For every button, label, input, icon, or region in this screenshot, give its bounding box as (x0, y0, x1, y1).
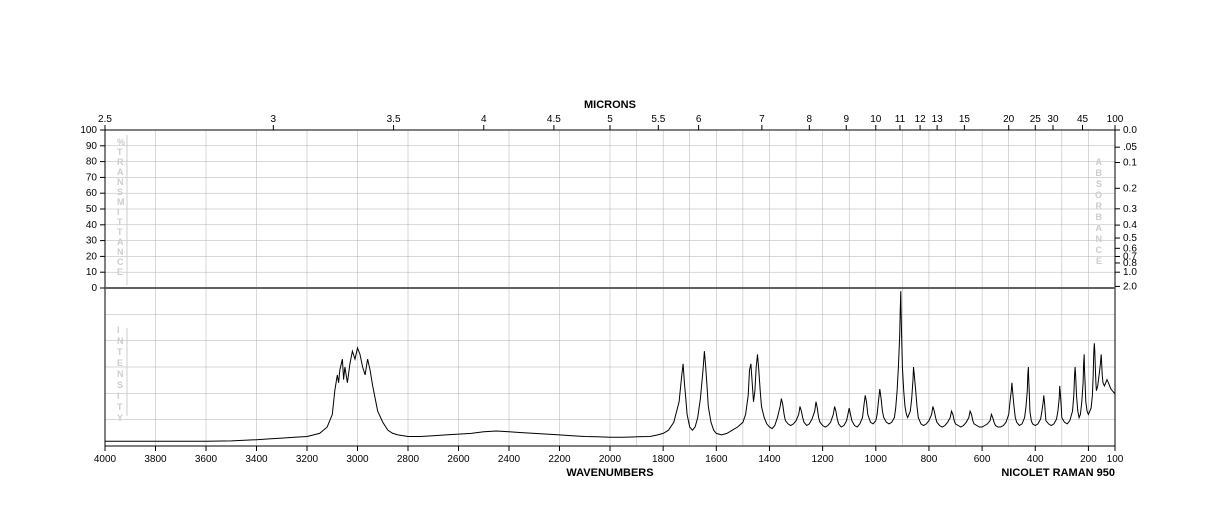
axis-vertical-label: N (117, 369, 125, 379)
axis-vertical-label: N (1096, 234, 1104, 244)
axis-vertical-label: R (1096, 201, 1104, 211)
micron-tick: 9 (843, 114, 849, 125)
micron-tick: 4 (481, 114, 487, 125)
micron-tick: 10 (870, 114, 882, 125)
absorbance-tick: .05 (1123, 142, 1137, 153)
axis-vertical-label: A (117, 167, 125, 177)
axis-vertical-label: T (117, 227, 124, 237)
micron-tick: 2.5 (98, 114, 112, 125)
transmittance-tick: 70 (86, 172, 98, 183)
axis-vertical-label: N (117, 247, 125, 257)
wavenumber-tick: 1200 (812, 454, 835, 465)
wavenumber-tick: 1800 (652, 454, 675, 465)
micron-tick: 5 (607, 114, 613, 125)
transmittance-tick: 60 (86, 188, 98, 199)
micron-tick: 30 (1047, 114, 1059, 125)
transmittance-tick: 50 (86, 204, 98, 215)
wavenumber-tick: 400 (1027, 454, 1044, 465)
axis-vertical-label: A (117, 237, 125, 247)
axis-vertical-label: N (117, 177, 125, 187)
wavenumber-tick: 1000 (865, 454, 888, 465)
wavenumber-tick: 3800 (144, 454, 167, 465)
axis-vertical-label: R (117, 157, 125, 167)
wavenumber-tick: 200 (1080, 454, 1097, 465)
wavenumber-tick: 3600 (195, 454, 218, 465)
axis-vertical-label: C (117, 257, 125, 267)
axis-vertical-label: I (117, 325, 121, 335)
spectrum-chart: MICRONS2.533.544.555.5678910111213152025… (0, 0, 1224, 528)
axis-vertical-label: % (117, 137, 126, 147)
absorbance-tick: 1.0 (1123, 267, 1137, 278)
wavenumber-tick: 2800 (397, 454, 420, 465)
axis-vertical-label: E (1096, 256, 1103, 266)
absorbance-tick: 0.4 (1123, 220, 1137, 231)
axis-vertical-label: I (117, 207, 121, 217)
micron-tick: 100 (1107, 114, 1124, 125)
micron-tick: 25 (1030, 114, 1042, 125)
micron-tick: 7 (759, 114, 765, 125)
wavenumber-tick: 2000 (599, 454, 622, 465)
transmittance-tick: 90 (86, 141, 98, 152)
transmittance-tick: 10 (86, 267, 98, 278)
wavenumber-tick: 3200 (296, 454, 319, 465)
micron-tick: 3 (271, 114, 277, 125)
wavenumber-tick: 1400 (758, 454, 781, 465)
axis-vertical-label: T (117, 402, 124, 412)
wavenumber-tick: 1600 (705, 454, 728, 465)
wavenumber-tick: 3000 (346, 454, 369, 465)
axis-vertical-label: I (117, 391, 121, 401)
axis-vertical-label: A (1096, 157, 1104, 167)
axis-vertical-label: O (1095, 190, 1103, 200)
wavenumber-tick: 4000 (94, 454, 117, 465)
micron-tick: 15 (959, 114, 971, 125)
axis-vertical-label: N (117, 336, 125, 346)
transmittance-tick: 80 (86, 157, 98, 168)
micron-tick: 13 (932, 114, 944, 125)
axis-vertical-label: Y (117, 413, 124, 423)
instrument-label: NICOLET RAMAN 950 (1001, 467, 1115, 479)
axis-vertical-label: C (1096, 245, 1104, 255)
axis-vertical-label: B (1096, 168, 1104, 178)
axis-vertical-label: A (1096, 223, 1104, 233)
micron-tick: 5.5 (651, 114, 665, 125)
absorbance-tick: 0.3 (1123, 204, 1137, 215)
axis-vertical-label: T (117, 347, 124, 357)
top-axis-label: MICRONS (584, 99, 636, 111)
transmittance-tick: 40 (86, 220, 98, 231)
transmittance-tick: 100 (80, 125, 97, 136)
wavenumber-tick: 3400 (245, 454, 268, 465)
transmittance-tick: 0 (91, 283, 97, 294)
micron-tick: 11 (895, 114, 906, 125)
axis-vertical-label: T (117, 217, 124, 227)
wavenumber-tick: 2200 (548, 454, 571, 465)
absorbance-tick: 2.0 (1123, 281, 1137, 292)
micron-tick: 4.5 (547, 114, 561, 125)
axis-vertical-label: B (1096, 212, 1104, 222)
axis-vertical-label: M (117, 197, 126, 207)
axis-vertical-label: S (117, 187, 124, 197)
absorbance-tick: 0.1 (1123, 157, 1137, 168)
micron-tick: 12 (915, 114, 927, 125)
axis-vertical-label: T (117, 147, 124, 157)
axis-vertical-label: E (117, 267, 124, 277)
micron-tick: 20 (1003, 114, 1015, 125)
transmittance-tick: 30 (86, 236, 98, 247)
micron-tick: 8 (807, 114, 813, 125)
wavenumber-tick: 2600 (447, 454, 470, 465)
wavenumber-tick: 100 (1107, 454, 1124, 465)
micron-tick: 45 (1077, 114, 1089, 125)
axis-vertical-label: S (117, 380, 124, 390)
micron-tick: 3.5 (387, 114, 401, 125)
wavenumber-tick: 600 (974, 454, 991, 465)
wavenumber-tick: 800 (921, 454, 938, 465)
axis-vertical-label: S (1096, 179, 1103, 189)
absorbance-tick: 0.2 (1123, 183, 1137, 194)
wavenumber-tick: 2400 (498, 454, 521, 465)
micron-tick: 6 (696, 114, 702, 125)
bottom-axis-label: WAVENUMBERS (566, 467, 653, 479)
absorbance-tick: 0.0 (1123, 125, 1137, 136)
axis-vertical-label: E (117, 358, 124, 368)
transmittance-tick: 20 (86, 251, 98, 262)
